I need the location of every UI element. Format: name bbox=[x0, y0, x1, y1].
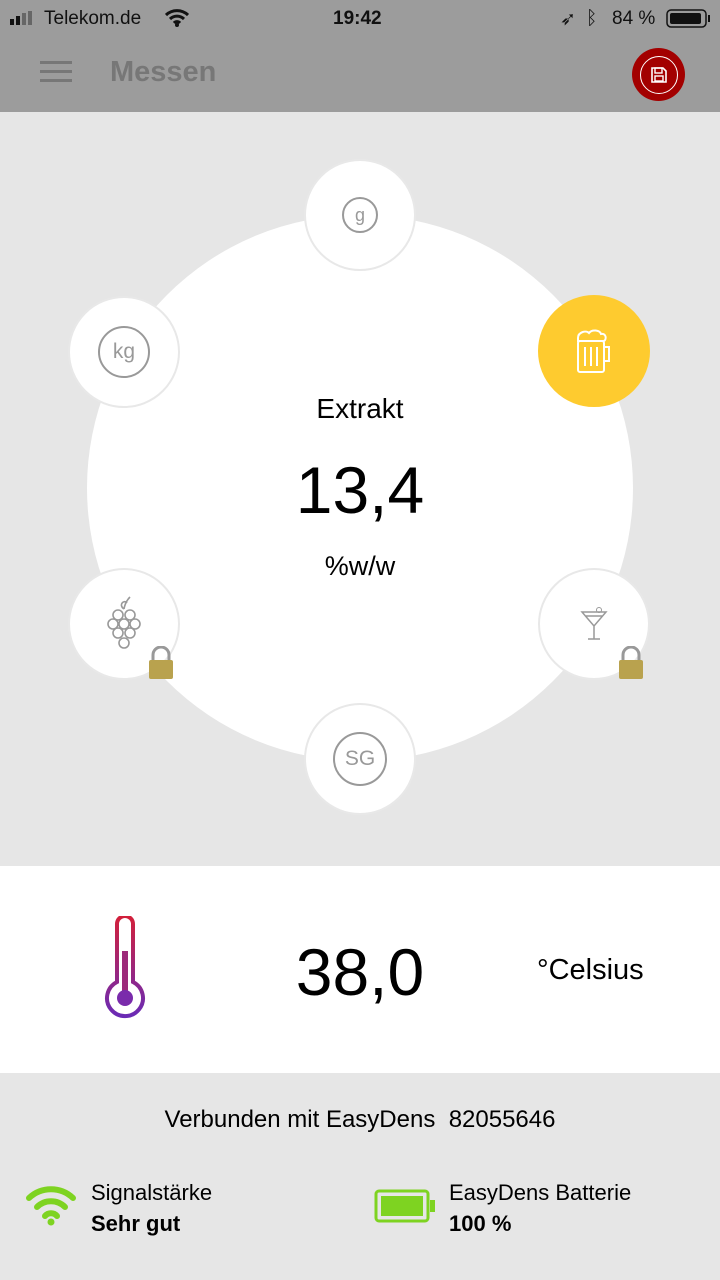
device-battery-icon bbox=[374, 1189, 435, 1223]
signal-value: Sehr gut bbox=[91, 1211, 181, 1236]
device-battery-value: 100 % bbox=[449, 1211, 512, 1236]
wifi-icon bbox=[165, 9, 189, 27]
temperature-panel: 38,0 °Celsius bbox=[0, 866, 720, 1073]
lock-icon bbox=[149, 646, 173, 679]
cell-signal-icon bbox=[10, 11, 32, 25]
location-icon: ➶ bbox=[560, 9, 576, 30]
temperature-unit: °Celsius bbox=[537, 954, 644, 986]
cocktail-icon bbox=[580, 607, 608, 640]
battery-icon bbox=[666, 9, 710, 28]
temperature-value: 38,0 bbox=[295, 935, 425, 1009]
device-battery-label: EasyDens Batterie bbox=[449, 1180, 632, 1205]
measurement-value: 13,4 bbox=[295, 453, 425, 527]
measurement-label: Extrakt bbox=[316, 393, 404, 424]
measurement-dial bbox=[87, 215, 633, 761]
floppy-disk-icon bbox=[650, 66, 667, 83]
device-id: 82055646 bbox=[448, 1106, 556, 1133]
battery-percent: 84 % bbox=[612, 8, 656, 29]
clock: 19:42 bbox=[333, 8, 382, 29]
mode-beer-button[interactable] bbox=[538, 295, 650, 407]
signal-strength-icon bbox=[26, 1186, 76, 1226]
thermometer-icon bbox=[105, 916, 145, 1019]
mode-sg-button[interactable]: SG bbox=[304, 703, 416, 815]
bluetooth-icon: ᛒ bbox=[586, 8, 598, 29]
mode-kg-button[interactable]: kg bbox=[68, 296, 180, 408]
sg-icon: SG bbox=[333, 732, 387, 786]
connection-panel: Verbunden mit EasyDens 82055646 Signalst… bbox=[0, 1073, 720, 1280]
mode-grapes-button[interactable] bbox=[68, 568, 180, 680]
measurement-unit: %w/w bbox=[324, 551, 396, 581]
mode-g-button[interactable]: g bbox=[304, 159, 416, 271]
status-bar: Telekom.de 19:42 ➶ ᛒ 84 % bbox=[0, 0, 720, 40]
page-title: Messen bbox=[110, 56, 217, 88]
save-button[interactable] bbox=[632, 48, 685, 101]
connected-label: Verbunden mit EasyDens bbox=[164, 1106, 436, 1133]
signal-label: Signalstärke bbox=[91, 1180, 213, 1205]
connection-status: Verbunden mit EasyDens 82055646 bbox=[0, 1106, 720, 1134]
beer-mug-icon bbox=[577, 329, 610, 373]
kg-icon: kg bbox=[98, 326, 150, 378]
carrier: Telekom.de bbox=[44, 8, 142, 29]
app-header: Messen bbox=[0, 40, 720, 112]
hamburger-icon[interactable] bbox=[40, 60, 72, 84]
lock-icon bbox=[619, 646, 643, 679]
g-icon: g bbox=[342, 197, 378, 233]
grapes-icon bbox=[107, 596, 141, 649]
